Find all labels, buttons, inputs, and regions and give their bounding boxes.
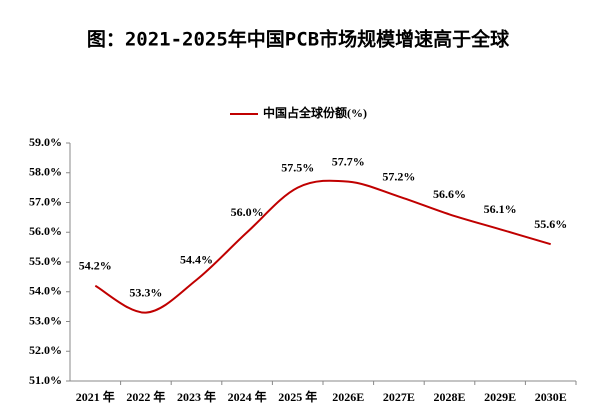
chart-title: 图：2021-2025年中国PCB市场规模增速高于全球 xyxy=(87,28,510,51)
y-tick-label: 58.0% xyxy=(29,165,62,179)
x-tick-label: 2024 年 xyxy=(228,389,267,404)
data-label: 54.2% xyxy=(79,259,112,273)
data-label: 57.5% xyxy=(281,160,314,174)
y-tick-label: 54.0% xyxy=(29,284,62,298)
x-tick-label: 2030E xyxy=(535,390,567,404)
y-tick-label: 59.0% xyxy=(29,135,62,149)
data-label: 56.1% xyxy=(484,202,517,216)
legend-label: 中国占全球份额(%) xyxy=(263,105,367,120)
x-tick-label: 2021 年 xyxy=(76,389,115,404)
x-tick-label: 2026E xyxy=(332,390,364,404)
x-tick-label: 2023 年 xyxy=(177,389,216,404)
y-tick-label: 53.0% xyxy=(29,313,62,327)
data-label: 57.7% xyxy=(332,154,365,168)
y-tick-label: 52.0% xyxy=(29,343,62,357)
y-tick-label: 55.0% xyxy=(29,254,62,268)
x-tick-label: 2022 年 xyxy=(126,389,165,404)
x-tick-label: 2025 年 xyxy=(278,389,317,404)
data-label: 53.3% xyxy=(129,285,162,299)
data-label: 56.6% xyxy=(433,187,466,201)
y-tick-label: 56.0% xyxy=(29,224,62,238)
data-label: 54.4% xyxy=(180,253,213,267)
data-label: 56.0% xyxy=(231,205,264,219)
data-label: 57.2% xyxy=(382,169,415,183)
x-tick-label: 2028E xyxy=(433,390,465,404)
y-tick-label: 57.0% xyxy=(29,194,62,208)
y-tick-label: 51.0% xyxy=(29,373,62,387)
x-tick-label: 2029E xyxy=(484,390,516,404)
line-series xyxy=(94,179,551,314)
x-tick-label: 2027E xyxy=(383,390,415,404)
data-label: 55.6% xyxy=(534,217,567,231)
